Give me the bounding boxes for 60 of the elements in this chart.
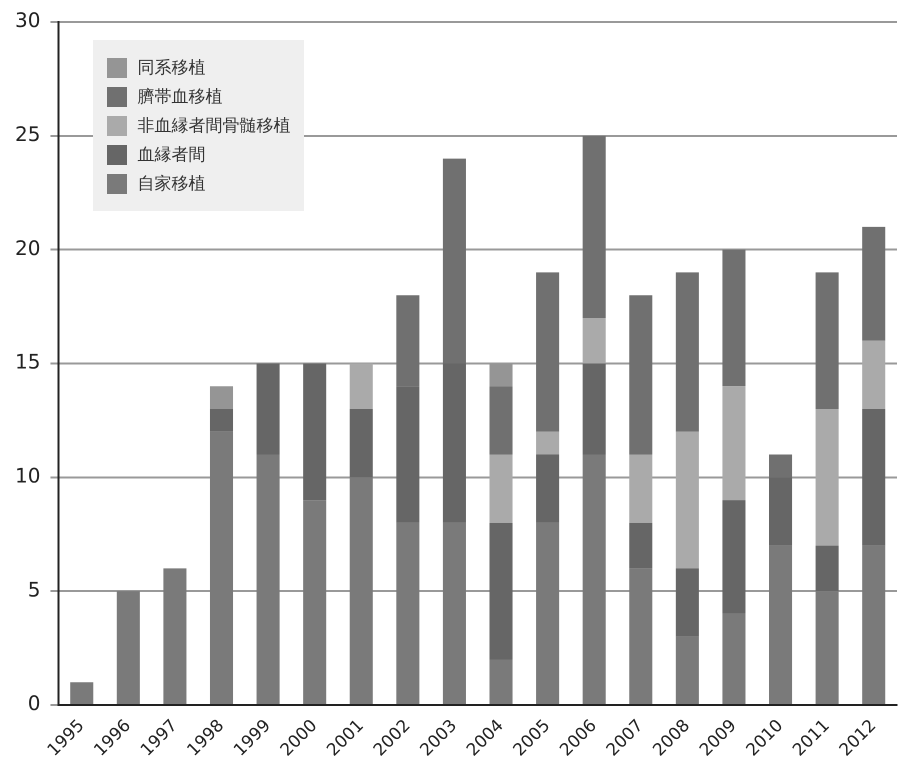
bar	[582, 136, 606, 318]
bar	[676, 568, 699, 637]
bar	[676, 636, 699, 704]
bar	[489, 454, 513, 523]
bar	[536, 432, 560, 455]
bar	[862, 340, 886, 410]
bar	[210, 409, 234, 432]
bar	[629, 454, 652, 523]
bar	[536, 272, 560, 432]
bar	[350, 477, 373, 704]
bar	[862, 409, 886, 546]
bar	[582, 363, 606, 455]
y-tick-label: 20	[14, 236, 40, 260]
legend-label: 自家移植	[137, 173, 206, 195]
bar	[862, 546, 886, 704]
bar	[489, 386, 513, 455]
bar	[442, 522, 466, 704]
legend-label: 同系移植	[137, 57, 206, 79]
y-tick-label: 0	[28, 691, 40, 716]
bar	[722, 386, 746, 500]
bar	[70, 682, 94, 704]
bar	[722, 250, 746, 386]
bar	[116, 591, 140, 704]
bar	[816, 272, 839, 410]
bar	[816, 409, 839, 546]
bar	[582, 318, 606, 364]
bar	[256, 454, 280, 704]
y-tick-label: 5	[28, 577, 40, 602]
bar	[396, 522, 420, 704]
bar	[536, 454, 560, 523]
bar	[163, 568, 186, 704]
legend-label: 臍帯血移植	[137, 86, 222, 108]
bar	[629, 295, 652, 455]
bar	[862, 226, 886, 341]
legend-label: 血縁者間	[137, 144, 206, 166]
bar	[676, 432, 699, 568]
y-tick-label: 15	[14, 350, 40, 374]
bar	[256, 363, 280, 455]
bar	[210, 432, 234, 704]
y-tick-label: 30	[14, 8, 40, 32]
bar	[722, 500, 746, 614]
bar	[303, 500, 326, 704]
bar	[489, 659, 513, 704]
bar	[816, 546, 839, 592]
bar	[676, 272, 699, 432]
bar	[350, 409, 373, 478]
bar	[816, 591, 839, 704]
bar	[629, 522, 652, 568]
bar	[536, 522, 560, 704]
bar	[350, 363, 373, 410]
bar	[722, 614, 746, 704]
y-tick-label: 25	[14, 122, 40, 146]
legend-label: 非血縁者間骨髄移植	[137, 115, 290, 137]
bar	[769, 546, 792, 704]
bar	[303, 363, 326, 500]
bar	[210, 386, 234, 410]
bar	[629, 568, 652, 704]
y-tick-label: 10	[14, 464, 40, 488]
bar	[489, 522, 513, 660]
bar	[582, 454, 606, 704]
